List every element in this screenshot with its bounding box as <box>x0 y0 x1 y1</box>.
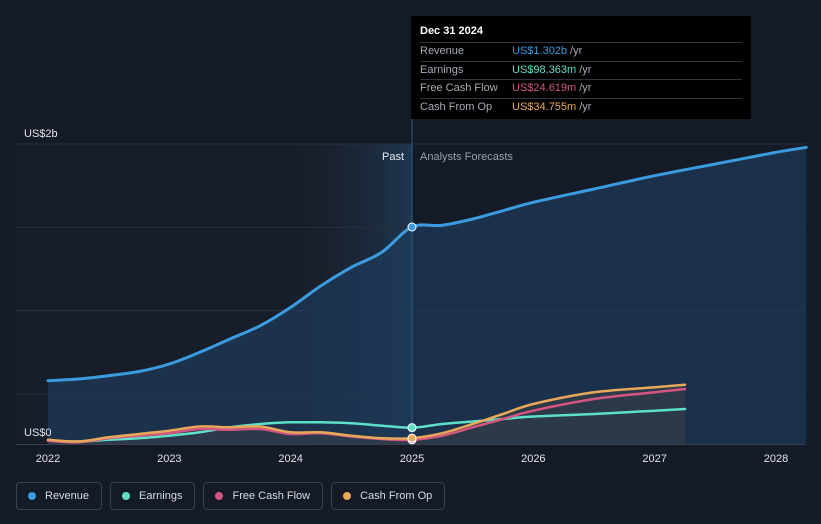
tooltip-label: Revenue <box>420 45 465 57</box>
revenue-area <box>48 147 807 445</box>
legend-item-revenue[interactable]: Revenue <box>16 482 103 510</box>
x-tick-label: 2027 <box>642 453 666 465</box>
legend-label: Free Cash Flow <box>232 490 311 502</box>
tooltip-unit: /yr <box>579 100 592 113</box>
tooltip: Dec 31 2024 Revenue US$1.302b /yr Earnin… <box>411 16 751 119</box>
earnings-dot-icon <box>122 492 131 500</box>
legend-item-earnings[interactable]: Earnings <box>110 482 196 510</box>
tooltip-row-free-cash-flow: Free Cash Flow US$24.619m /yr <box>420 79 742 98</box>
cash-from-op-dot-icon <box>343 492 352 500</box>
y-axis-label-top: US$2b <box>24 128 58 140</box>
tooltip-label: Earnings <box>420 63 464 76</box>
x-tick-label: 2026 <box>521 453 545 465</box>
series-line-earnings <box>46 407 687 443</box>
legend-item-cash-from-op[interactable]: Cash From Op <box>331 482 446 510</box>
tooltip-value: US$1.302b <box>512 45 568 57</box>
revenue-dot-icon <box>28 492 36 500</box>
tooltip-date: Dec 31 2024 <box>420 25 483 37</box>
tooltip-value: US$98.363m <box>512 63 577 76</box>
x-tick-label: 2022 <box>36 453 60 465</box>
forecast-label: Analysts Forecasts <box>420 151 513 163</box>
x-tick-label: 2028 <box>764 453 788 465</box>
tooltip-value: US$34.755m <box>512 100 577 113</box>
legend-label: Earnings <box>139 490 183 502</box>
y-axis-label-bottom: US$0 <box>24 427 52 439</box>
tooltip-unit: /yr <box>579 82 592 94</box>
tooltip-row-cash-from-op: Cash From Op US$34.755m /yr <box>420 97 742 117</box>
x-tick-label: 2023 <box>157 453 181 465</box>
legend-label: Revenue <box>45 490 90 502</box>
series-line-revenue <box>46 145 808 383</box>
past-label: Past <box>382 151 404 163</box>
marker-revenue <box>407 222 417 232</box>
x-tick-label: 2025 <box>400 453 424 465</box>
marker-cash-from-op <box>407 433 417 443</box>
legend: Revenue Earnings Free Cash Flow Cash Fro… <box>16 482 446 510</box>
free-cash-flow-dot-icon <box>215 492 224 500</box>
series-line-cash-from-op <box>46 383 687 443</box>
tooltip-unit: /yr <box>570 45 583 57</box>
legend-item-free-cash-flow[interactable]: Free Cash Flow <box>203 482 324 510</box>
marker-earnings <box>407 423 417 433</box>
x-tick-label: 2024 <box>278 453 302 465</box>
tooltip-unit: /yr <box>579 63 592 76</box>
tooltip-row-earnings: Earnings US$98.363m /yr <box>420 60 742 80</box>
tooltip-value: US$24.619m <box>512 82 577 94</box>
legend-label: Cash From Op <box>360 490 433 502</box>
tooltip-label: Free Cash Flow <box>420 82 498 94</box>
tooltip-label: Cash From Op <box>420 100 493 113</box>
tooltip-row-revenue: Revenue US$1.302b /yr <box>420 42 742 61</box>
